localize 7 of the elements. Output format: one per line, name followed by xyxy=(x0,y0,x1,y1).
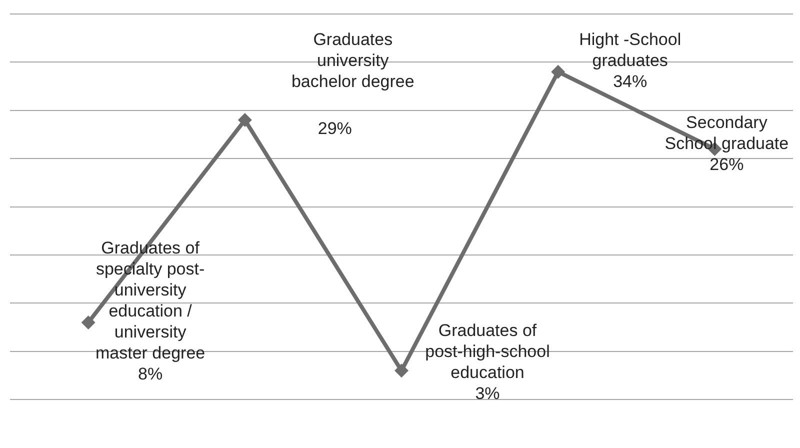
text: Graduates university bachelor degree 29% xyxy=(291,30,414,138)
point xyxy=(238,113,252,128)
point xyxy=(81,315,96,330)
data-label: Graduates of post-high-school education 3% xyxy=(425,320,550,403)
point xyxy=(551,64,566,79)
data-label: Hight -School graduates 34% xyxy=(579,30,682,92)
point xyxy=(394,364,408,378)
